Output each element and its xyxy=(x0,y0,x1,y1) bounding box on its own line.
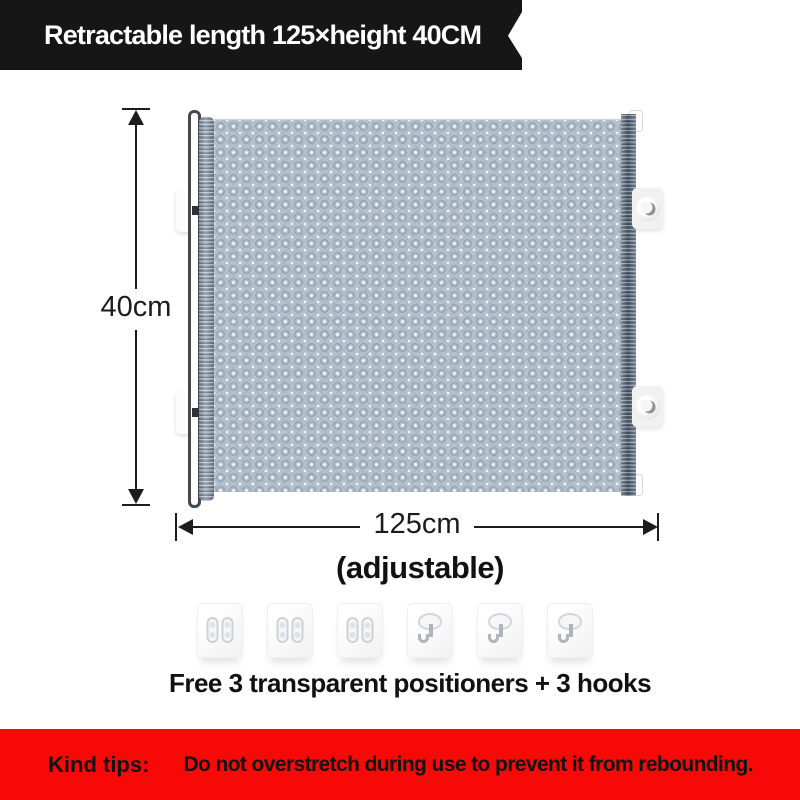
pole-latch-bottom xyxy=(192,408,199,417)
hook-curve-icon xyxy=(558,634,569,643)
gate-end-rail xyxy=(621,114,636,496)
hook-icon xyxy=(499,624,503,637)
arrow-down-icon xyxy=(128,489,144,504)
height-dim-line-lower xyxy=(135,330,137,490)
gate-roll-tube xyxy=(199,117,214,501)
bracket-ring-icon xyxy=(635,394,660,419)
title-ribbon-label: Retractable length 125×height 40CM xyxy=(44,19,482,50)
gate-mesh-panel xyxy=(214,119,621,492)
positioner-slots-icon xyxy=(276,617,304,643)
kind-tips-text: Do not overstretch during use to prevent… xyxy=(183,752,753,776)
hook-icon xyxy=(569,624,573,637)
hook-pad xyxy=(477,603,523,658)
height-dim-line-upper xyxy=(135,123,137,289)
freebies-row xyxy=(197,603,593,658)
wall-bracket-top-right xyxy=(632,188,663,229)
positioner-pad xyxy=(197,603,243,658)
pole-latch-top xyxy=(192,206,199,215)
width-dim-right-tick xyxy=(657,513,659,541)
height-dim-label: 40cm xyxy=(86,291,186,324)
hook-icon xyxy=(429,624,433,637)
hook-curve-icon xyxy=(418,634,429,643)
arrow-up-icon xyxy=(128,110,144,125)
positioner-slots-icon xyxy=(206,617,234,643)
height-dim-bottom-tick xyxy=(122,504,150,506)
width-dim-left-tick xyxy=(175,513,177,541)
hook-pad xyxy=(407,603,453,658)
kind-tips-label: Kind tips: xyxy=(48,751,150,777)
width-dim-line-left xyxy=(191,526,371,528)
arrow-right-icon xyxy=(643,519,658,535)
freebies-caption: Free 3 transparent positioners + 3 hooks xyxy=(168,668,652,698)
title-ribbon: Retractable length 125×height 40CM xyxy=(0,0,522,70)
wall-bracket-bottom-right xyxy=(632,386,663,427)
bracket-ring-icon xyxy=(635,196,660,221)
arrow-left-icon xyxy=(178,519,193,535)
positioner-slots-icon xyxy=(346,617,374,643)
hook-curve-icon xyxy=(488,634,499,643)
kind-tips-bar: Kind tips: Do not overstretch during use… xyxy=(0,729,800,800)
adjustable-note: (adjustable) xyxy=(336,550,504,585)
width-dim-line-right xyxy=(462,526,644,528)
hook-pad xyxy=(547,603,593,658)
height-dim-top-tick xyxy=(122,108,150,110)
positioner-pad xyxy=(267,603,313,658)
positioner-pad xyxy=(337,603,383,658)
width-dim-label: 125cm xyxy=(360,508,474,541)
